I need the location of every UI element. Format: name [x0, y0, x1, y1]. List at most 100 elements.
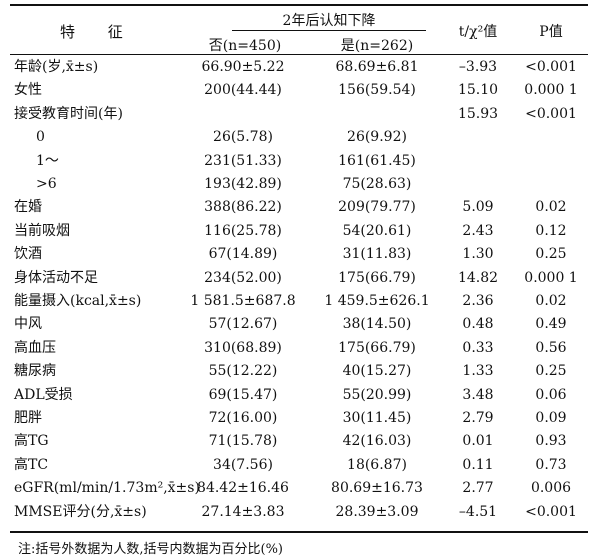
row-label: 当前吸烟 — [14, 223, 70, 239]
row-label: 1～ — [36, 153, 59, 169]
row-p-value: 0.25 — [535, 246, 567, 262]
row-yes-value: 30(11.45) — [342, 410, 412, 426]
row-stat-value: 2.36 — [462, 293, 494, 309]
row-stat-value: 5.09 — [462, 199, 494, 215]
row-label: ADL受损 — [14, 387, 73, 403]
row-no-value: 231(51.33) — [204, 153, 282, 169]
bottom-rule — [10, 531, 588, 533]
row-no-value: 1 581.5±687.8 — [190, 293, 296, 309]
row-no-value: 388(86.22) — [204, 199, 282, 215]
row-label: >6 — [36, 176, 57, 192]
row-yes-value: 80.69±16.73 — [331, 480, 423, 496]
header-group: 2年后认知下降 — [282, 13, 376, 29]
header-feature: 特 征 — [60, 23, 137, 41]
row-p-value: <0.001 — [525, 59, 577, 75]
row-no-value: 234(52.00) — [204, 270, 282, 286]
row-p-value: <0.001 — [525, 106, 577, 122]
row-no-value: 310(68.89) — [204, 340, 282, 356]
row-yes-value: 156(59.54) — [338, 82, 416, 98]
row-yes-value: 161(61.45) — [338, 153, 416, 169]
row-label: 高TG — [14, 433, 49, 449]
row-label: 糖尿病 — [14, 363, 56, 379]
group-rule — [232, 30, 426, 31]
header-p: P值 — [539, 24, 563, 40]
row-no-value: 69(15.47) — [208, 387, 278, 403]
row-stat-value: 2.79 — [462, 410, 494, 426]
row-stat-value: –4.51 — [458, 504, 498, 520]
row-stat-value: 14.82 — [457, 270, 499, 286]
row-no-value: 34(7.56) — [213, 457, 273, 473]
row-no-value: 67(14.89) — [208, 246, 278, 262]
row-label: 年龄(岁,x̄±s) — [14, 59, 99, 75]
row-stat-value: 0.48 — [462, 316, 494, 332]
row-yes-value: 26(9.92) — [347, 129, 407, 145]
row-no-value: 66.90±5.22 — [201, 59, 285, 75]
row-p-value: 0.000 1 — [524, 270, 578, 286]
row-yes-value: 42(16.03) — [342, 433, 412, 449]
row-p-value: 0.02 — [535, 293, 567, 309]
row-stat-value: –3.93 — [458, 59, 498, 75]
row-yes-value: 54(20.61) — [342, 223, 412, 239]
row-label: 中风 — [14, 316, 42, 332]
row-label: 高血压 — [14, 340, 56, 356]
row-no-value: 27.14±3.83 — [201, 504, 285, 520]
row-no-value: 200(44.44) — [204, 82, 282, 98]
row-label: 在婚 — [14, 199, 42, 215]
row-stat-value: 1.33 — [462, 363, 494, 379]
header-yes: 是(n=262) — [340, 38, 414, 54]
row-yes-value: 68.69±6.81 — [335, 59, 419, 75]
row-p-value: 0.56 — [535, 340, 567, 356]
row-yes-value: 31(11.83) — [342, 246, 412, 262]
row-label: MMSE评分(分,x̄±s) — [14, 504, 147, 520]
row-label: eGFR(ml/min/1.73m²,x̄±s) — [14, 480, 200, 496]
row-label: 身体活动不足 — [14, 270, 98, 286]
row-label: 0 — [36, 129, 45, 145]
row-yes-value: 55(20.99) — [342, 387, 412, 403]
row-no-value: 71(15.78) — [208, 433, 278, 449]
row-yes-value: 40(15.27) — [342, 363, 412, 379]
row-stat-value: 15.10 — [457, 82, 499, 98]
row-no-value: 55(12.22) — [208, 363, 278, 379]
row-label: 肥胖 — [14, 410, 42, 426]
row-no-value: 84.42±16.46 — [197, 480, 289, 496]
row-stat-value: 0.33 — [462, 340, 494, 356]
top-rule — [10, 4, 588, 6]
row-yes-value: 75(28.63) — [342, 176, 412, 192]
row-p-value: 0.12 — [535, 223, 567, 239]
row-no-value: 116(25.78) — [204, 223, 282, 239]
row-yes-value: 28.39±3.09 — [335, 504, 419, 520]
row-label: 女性 — [14, 82, 42, 98]
row-p-value: 0.06 — [535, 387, 567, 403]
row-label: 饮酒 — [14, 246, 42, 262]
row-stat-value: 1.30 — [462, 246, 494, 262]
row-yes-value: 1 459.5±626.1 — [324, 293, 430, 309]
row-no-value: 193(42.89) — [204, 176, 282, 192]
row-stat-value: 15.93 — [457, 106, 499, 122]
row-p-value: 0.73 — [535, 457, 567, 473]
row-yes-value: 38(14.50) — [342, 316, 412, 332]
row-p-value: <0.001 — [525, 504, 577, 520]
header-rule — [10, 54, 588, 55]
row-label: 接受教育时间(年) — [14, 106, 123, 122]
row-stat-value: 0.11 — [462, 457, 494, 473]
row-no-value: 57(12.67) — [208, 316, 278, 332]
table-note: 注:括号外数据为人数,括号内数据为百分比(%) — [18, 542, 284, 557]
row-p-value: 0.25 — [535, 363, 567, 379]
row-p-value: 0.49 — [535, 316, 567, 332]
row-yes-value: 209(79.77) — [338, 199, 416, 215]
row-stat-value: 3.48 — [462, 387, 494, 403]
row-no-value: 26(5.78) — [213, 129, 273, 145]
row-yes-value: 175(66.79) — [338, 340, 416, 356]
row-p-value: 0.000 1 — [524, 82, 578, 98]
row-stat-value: 2.43 — [462, 223, 494, 239]
row-stat-value: 0.01 — [462, 433, 494, 449]
row-no-value: 72(16.00) — [208, 410, 278, 426]
header-stat: t/χ²值 — [458, 24, 498, 40]
row-yes-value: 18(6.87) — [347, 457, 407, 473]
row-p-value: 0.09 — [535, 410, 567, 426]
header-no: 否(n=450) — [208, 38, 282, 54]
row-label: 能量摄入(kcal,x̄±s) — [14, 293, 142, 309]
row-p-value: 0.93 — [535, 433, 567, 449]
row-stat-value: 2.77 — [462, 480, 494, 496]
row-p-value: 0.006 — [530, 480, 572, 496]
